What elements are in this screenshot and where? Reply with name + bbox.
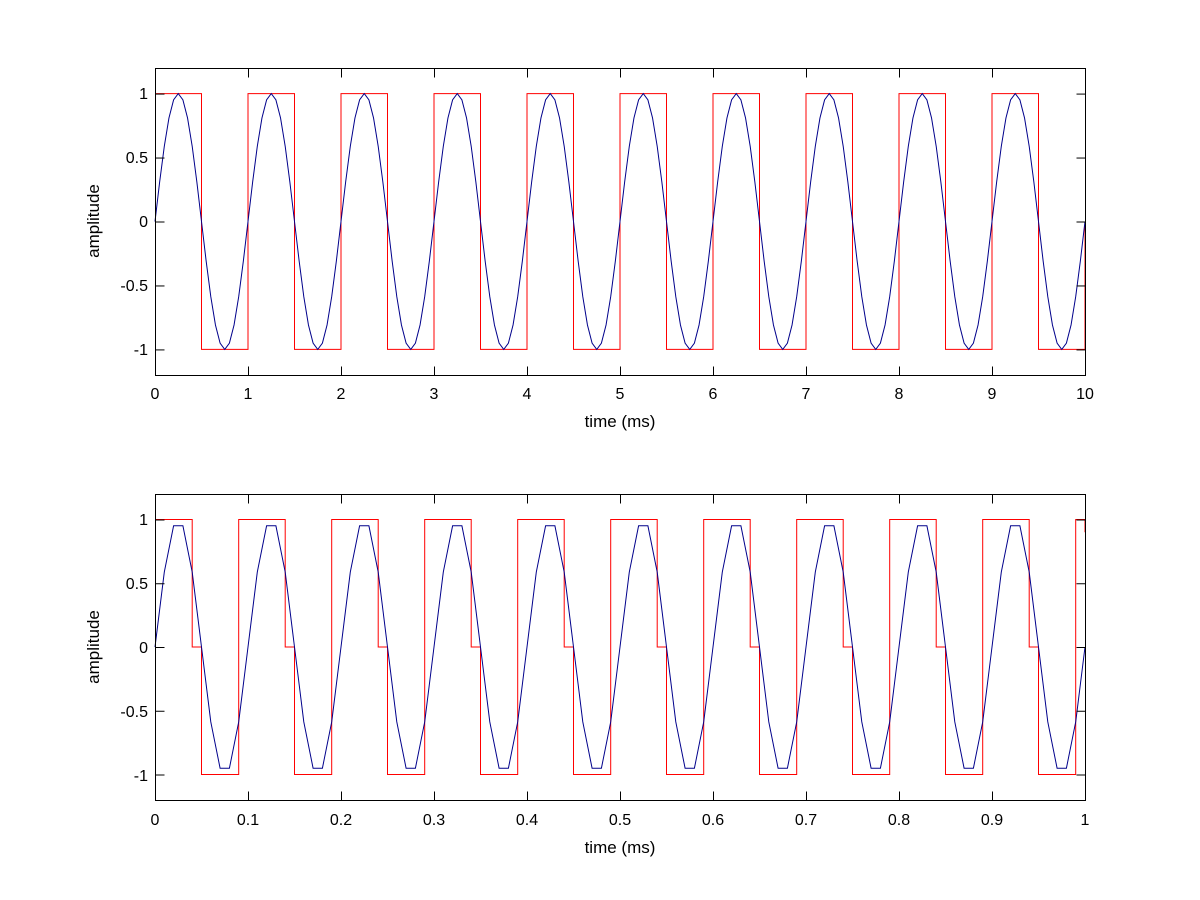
x-tick-label: 4 — [523, 386, 532, 403]
y-tick-label: -1 — [134, 768, 148, 785]
y-tick-label: 1 — [139, 86, 148, 103]
x-tick-label: 0.9 — [981, 812, 1003, 829]
y-tick-label: -1 — [134, 342, 148, 359]
plot-area-1 — [154, 92, 1086, 351]
y-tick-label: -0.5 — [120, 704, 148, 721]
x-tick-label: 10 — [1076, 386, 1094, 403]
x-tick-label: 1 — [244, 386, 253, 403]
x-tick-label: 3 — [430, 386, 439, 403]
y-tick-label: 1 — [139, 512, 148, 529]
x-tick-label: 0.5 — [609, 812, 631, 829]
y-tick-label: 0 — [139, 640, 148, 657]
sine-wave-line — [154, 92, 1086, 351]
x-tick-label: 2 — [337, 386, 346, 403]
x-tick-label: 0.3 — [423, 812, 445, 829]
x-axis-label: time (ms) — [585, 838, 656, 857]
y-axis-label: amplitude — [84, 184, 103, 258]
x-tick-label: 0.6 — [702, 812, 724, 829]
x-tick-label: 7 — [802, 386, 811, 403]
ticks-2 — [155, 494, 1086, 801]
y-tick-label: -0.5 — [120, 278, 148, 295]
ticks-1 — [155, 68, 1086, 376]
chart-panel-2: 0 0.1 0.2 0.3 0.4 0.5 0.6 0.7 0.8 0.9 1 … — [84, 494, 1090, 857]
x-tick-label: 9 — [988, 386, 997, 403]
x-tick-label: 0.1 — [237, 812, 259, 829]
x-tick-label: 6 — [709, 386, 718, 403]
x-tick-label: 0 — [151, 812, 160, 829]
y-tick-label: 0.5 — [126, 576, 148, 593]
sine-wave-line — [154, 525, 1086, 769]
x-tick-label: 0.4 — [516, 812, 538, 829]
square-wave-line — [155, 519, 1086, 775]
y-tick-label: 0 — [139, 214, 148, 231]
plot-area-2 — [154, 519, 1086, 775]
x-tick-label: 0.8 — [888, 812, 910, 829]
y-tick-label: 0.5 — [126, 150, 148, 167]
x-tick-label: 8 — [895, 386, 904, 403]
x-tick-label: 0.7 — [795, 812, 817, 829]
x-tick-label: 0 — [151, 386, 160, 403]
x-tick-label: 5 — [616, 386, 625, 403]
x-axis-label: time (ms) — [585, 412, 656, 431]
chart-panel-1: 0 1 2 3 4 5 6 7 8 9 10 1 0.5 0 -0.5 -1 t… — [84, 68, 1094, 431]
x-tick-label: 1 — [1081, 812, 1090, 829]
y-axis-label: amplitude — [84, 610, 103, 684]
square-wave-line — [155, 93, 1086, 350]
x-tick-label: 0.2 — [330, 812, 352, 829]
